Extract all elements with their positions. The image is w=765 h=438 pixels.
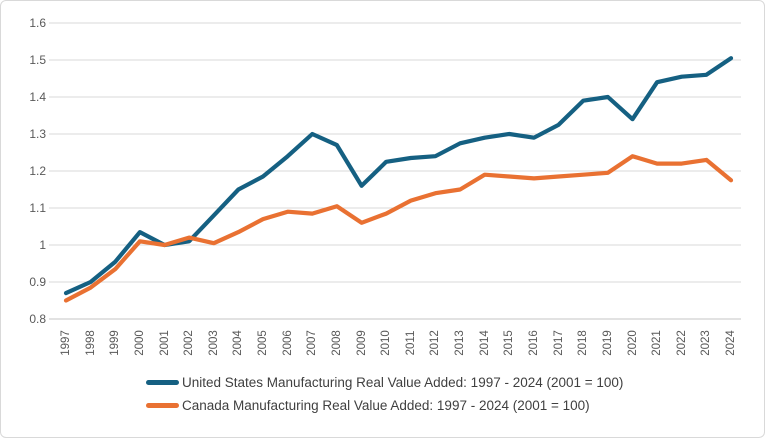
us-series-line <box>63 56 734 296</box>
canada-legend-label: Canada Manufacturing Real Value Added: 1… <box>182 398 590 413</box>
canada-series-line <box>63 154 734 303</box>
gridlines <box>49 22 741 320</box>
legend-item-us: United States Manufacturing Real Value A… <box>146 375 623 390</box>
canada-legend-line-swatch <box>146 403 179 408</box>
us-legend-label: United States Manufacturing Real Value A… <box>182 375 624 390</box>
legend-item-canada: Canada Manufacturing Real Value Added: 1… <box>146 398 623 413</box>
legend: United States Manufacturing Real Value A… <box>146 375 623 413</box>
us-legend-line-swatch <box>146 380 179 385</box>
